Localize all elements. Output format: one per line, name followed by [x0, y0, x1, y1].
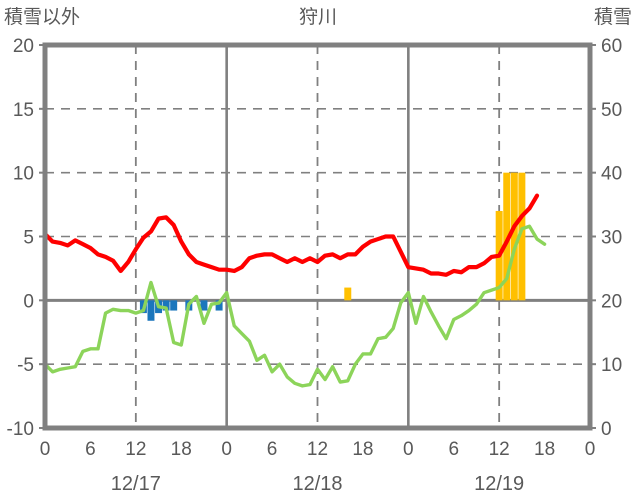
left-axis-title: 積雪以外	[4, 7, 81, 28]
snowfall-bar	[510, 172, 518, 301]
precipitation-bar	[170, 300, 178, 311]
right-tick-label: 30	[601, 228, 622, 249]
right-tick-label: 10	[601, 355, 622, 376]
snowfall-bar	[344, 287, 352, 301]
x-tick-label: 18	[352, 439, 373, 460]
left-tick-label: 20	[13, 36, 34, 57]
x-tick-label: 12	[125, 439, 146, 460]
right-tick-label: 20	[601, 291, 622, 312]
wind-line	[43, 224, 547, 388]
x-tick-label: 6	[267, 439, 278, 460]
date-label: 12/19	[474, 473, 524, 495]
chart-title: 狩川	[298, 7, 337, 28]
x-tick-label: 18	[534, 439, 555, 460]
precipitation-bar	[215, 300, 223, 311]
left-tick-label: -5	[17, 355, 34, 376]
x-tick-label: 12	[489, 439, 510, 460]
right-tick-label: 40	[601, 164, 622, 185]
precipitation-bar	[147, 300, 155, 321]
right-tick-label: 60	[601, 36, 622, 57]
right-axis-title: 積雪	[593, 7, 632, 28]
snowfall-bar	[518, 172, 526, 301]
left-tick-label: -10	[7, 419, 34, 440]
precipitation-bar	[200, 300, 208, 311]
right-tick-label: 0	[601, 419, 612, 440]
x-tick-label: 18	[171, 439, 192, 460]
date-label: 12/17	[111, 473, 161, 495]
date-label: 12/18	[292, 473, 342, 495]
right-tick-label: 50	[601, 100, 622, 121]
x-tick-label: 0	[221, 439, 232, 460]
x-tick-label: 0	[40, 439, 51, 460]
temperature-line	[42, 193, 540, 277]
x-tick-label: 6	[85, 439, 96, 460]
x-tick-label: 12	[307, 439, 328, 460]
left-tick-label: 10	[13, 164, 34, 185]
x-tick-label: 6	[448, 439, 459, 460]
precipitation-bar	[162, 300, 170, 311]
x-tick-label: 0	[585, 439, 596, 460]
x-tick-label: 0	[403, 439, 414, 460]
left-tick-label: 5	[23, 228, 34, 249]
left-tick-label: 0	[23, 291, 34, 312]
snowfall-bar	[503, 172, 511, 301]
left-tick-label: 15	[13, 100, 34, 121]
